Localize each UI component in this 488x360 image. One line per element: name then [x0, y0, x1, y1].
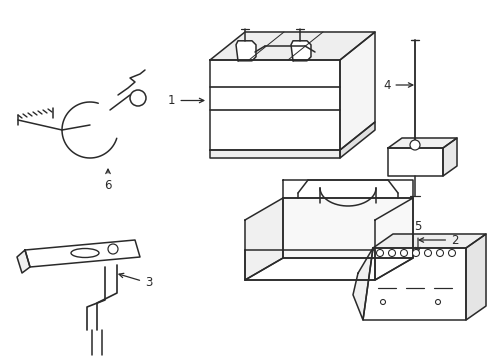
Circle shape: [435, 300, 440, 305]
Circle shape: [387, 249, 395, 257]
Circle shape: [436, 249, 443, 257]
Polygon shape: [442, 138, 456, 176]
Ellipse shape: [71, 248, 99, 257]
Text: 2: 2: [418, 234, 458, 247]
Polygon shape: [244, 258, 412, 280]
Polygon shape: [362, 248, 465, 320]
Polygon shape: [387, 148, 442, 176]
Polygon shape: [352, 248, 372, 320]
Text: 6: 6: [104, 169, 112, 192]
Polygon shape: [236, 41, 256, 61]
Polygon shape: [209, 150, 339, 158]
Polygon shape: [387, 138, 456, 148]
Circle shape: [409, 140, 419, 150]
Circle shape: [400, 249, 407, 257]
Polygon shape: [465, 234, 485, 320]
Circle shape: [376, 249, 383, 257]
Circle shape: [424, 249, 430, 257]
Polygon shape: [244, 250, 374, 280]
Circle shape: [380, 300, 385, 305]
Polygon shape: [25, 240, 140, 267]
Circle shape: [108, 244, 118, 254]
Text: 5: 5: [413, 220, 421, 252]
Polygon shape: [87, 293, 117, 307]
Polygon shape: [209, 32, 374, 60]
Polygon shape: [372, 234, 485, 248]
Polygon shape: [87, 303, 97, 330]
Polygon shape: [17, 250, 30, 273]
Polygon shape: [339, 32, 374, 150]
Circle shape: [447, 249, 454, 257]
Polygon shape: [290, 41, 310, 61]
Polygon shape: [209, 60, 339, 150]
Polygon shape: [283, 180, 412, 198]
Text: 4: 4: [382, 78, 412, 91]
Polygon shape: [105, 265, 117, 300]
Polygon shape: [339, 122, 374, 158]
Polygon shape: [283, 198, 412, 258]
Circle shape: [412, 249, 419, 257]
Polygon shape: [374, 198, 412, 280]
Polygon shape: [244, 198, 283, 280]
Text: 1: 1: [168, 94, 203, 107]
Text: 3: 3: [119, 273, 152, 289]
